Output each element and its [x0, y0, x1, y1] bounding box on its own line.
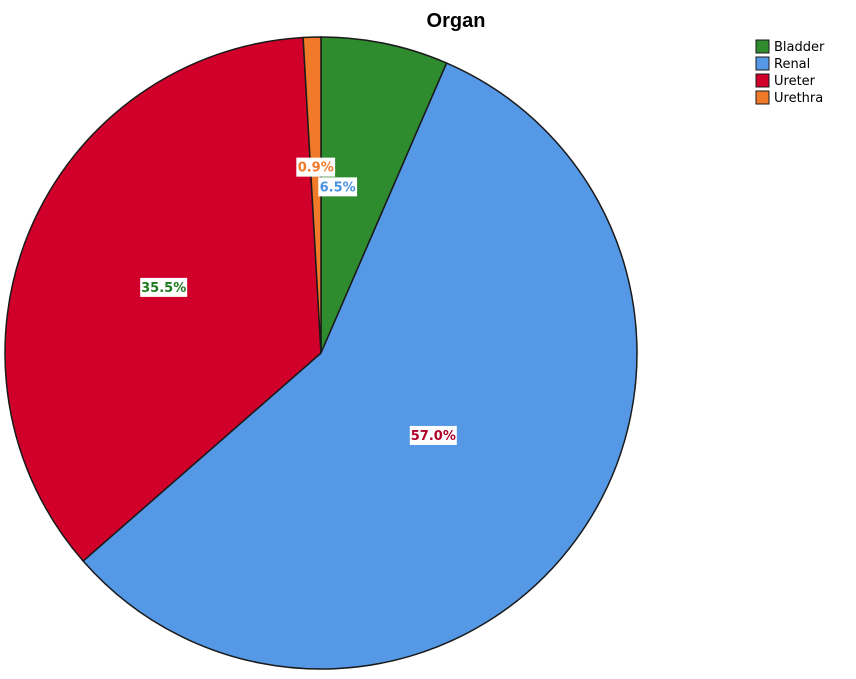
- pie-slices: [4, 36, 638, 670]
- data-label-renal: 57.0%: [409, 425, 457, 445]
- pie-slice-ureter: [4, 36, 322, 563]
- legend-label-urethra: Urethra: [774, 91, 823, 106]
- legend-label-bladder: Bladder: [774, 40, 825, 55]
- pie-slice-bladder: [320, 36, 448, 354]
- legend-swatch-renal: [755, 56, 770, 71]
- data-label-text-urethra: 0.9%: [298, 161, 334, 176]
- data-label-text-ureter: 35.5%: [141, 281, 186, 296]
- data-label-box-ureter: [140, 277, 188, 297]
- legend-swatch-urethra: [755, 90, 770, 105]
- chart-title: Organ: [427, 10, 486, 32]
- data-label-bladder: 6.5%: [318, 177, 358, 197]
- pie-slice-urethra: [302, 36, 322, 354]
- legend-swatch-ureter: [755, 73, 770, 88]
- data-label-text-renal: 57.0%: [411, 429, 456, 444]
- data-label-box-bladder: [318, 177, 358, 197]
- data-label-text-bladder: 6.5%: [320, 180, 356, 195]
- data-label-urethra: 0.9%: [296, 157, 336, 177]
- legend-label-ureter: Ureter: [774, 74, 816, 89]
- data-label-box-urethra: [296, 157, 336, 177]
- data-label-ureter: 35.5%: [140, 277, 188, 297]
- legend: Bladder Renal Ureter Urethra: [755, 39, 825, 106]
- pie-slice-renal: [82, 62, 638, 670]
- data-label-box-renal: [409, 425, 457, 445]
- legend-swatch-bladder: [755, 39, 770, 54]
- pie-data-labels: 6.5% 57.0% 35.5% 0.9%: [140, 157, 457, 445]
- legend-label-renal: Renal: [774, 57, 810, 72]
